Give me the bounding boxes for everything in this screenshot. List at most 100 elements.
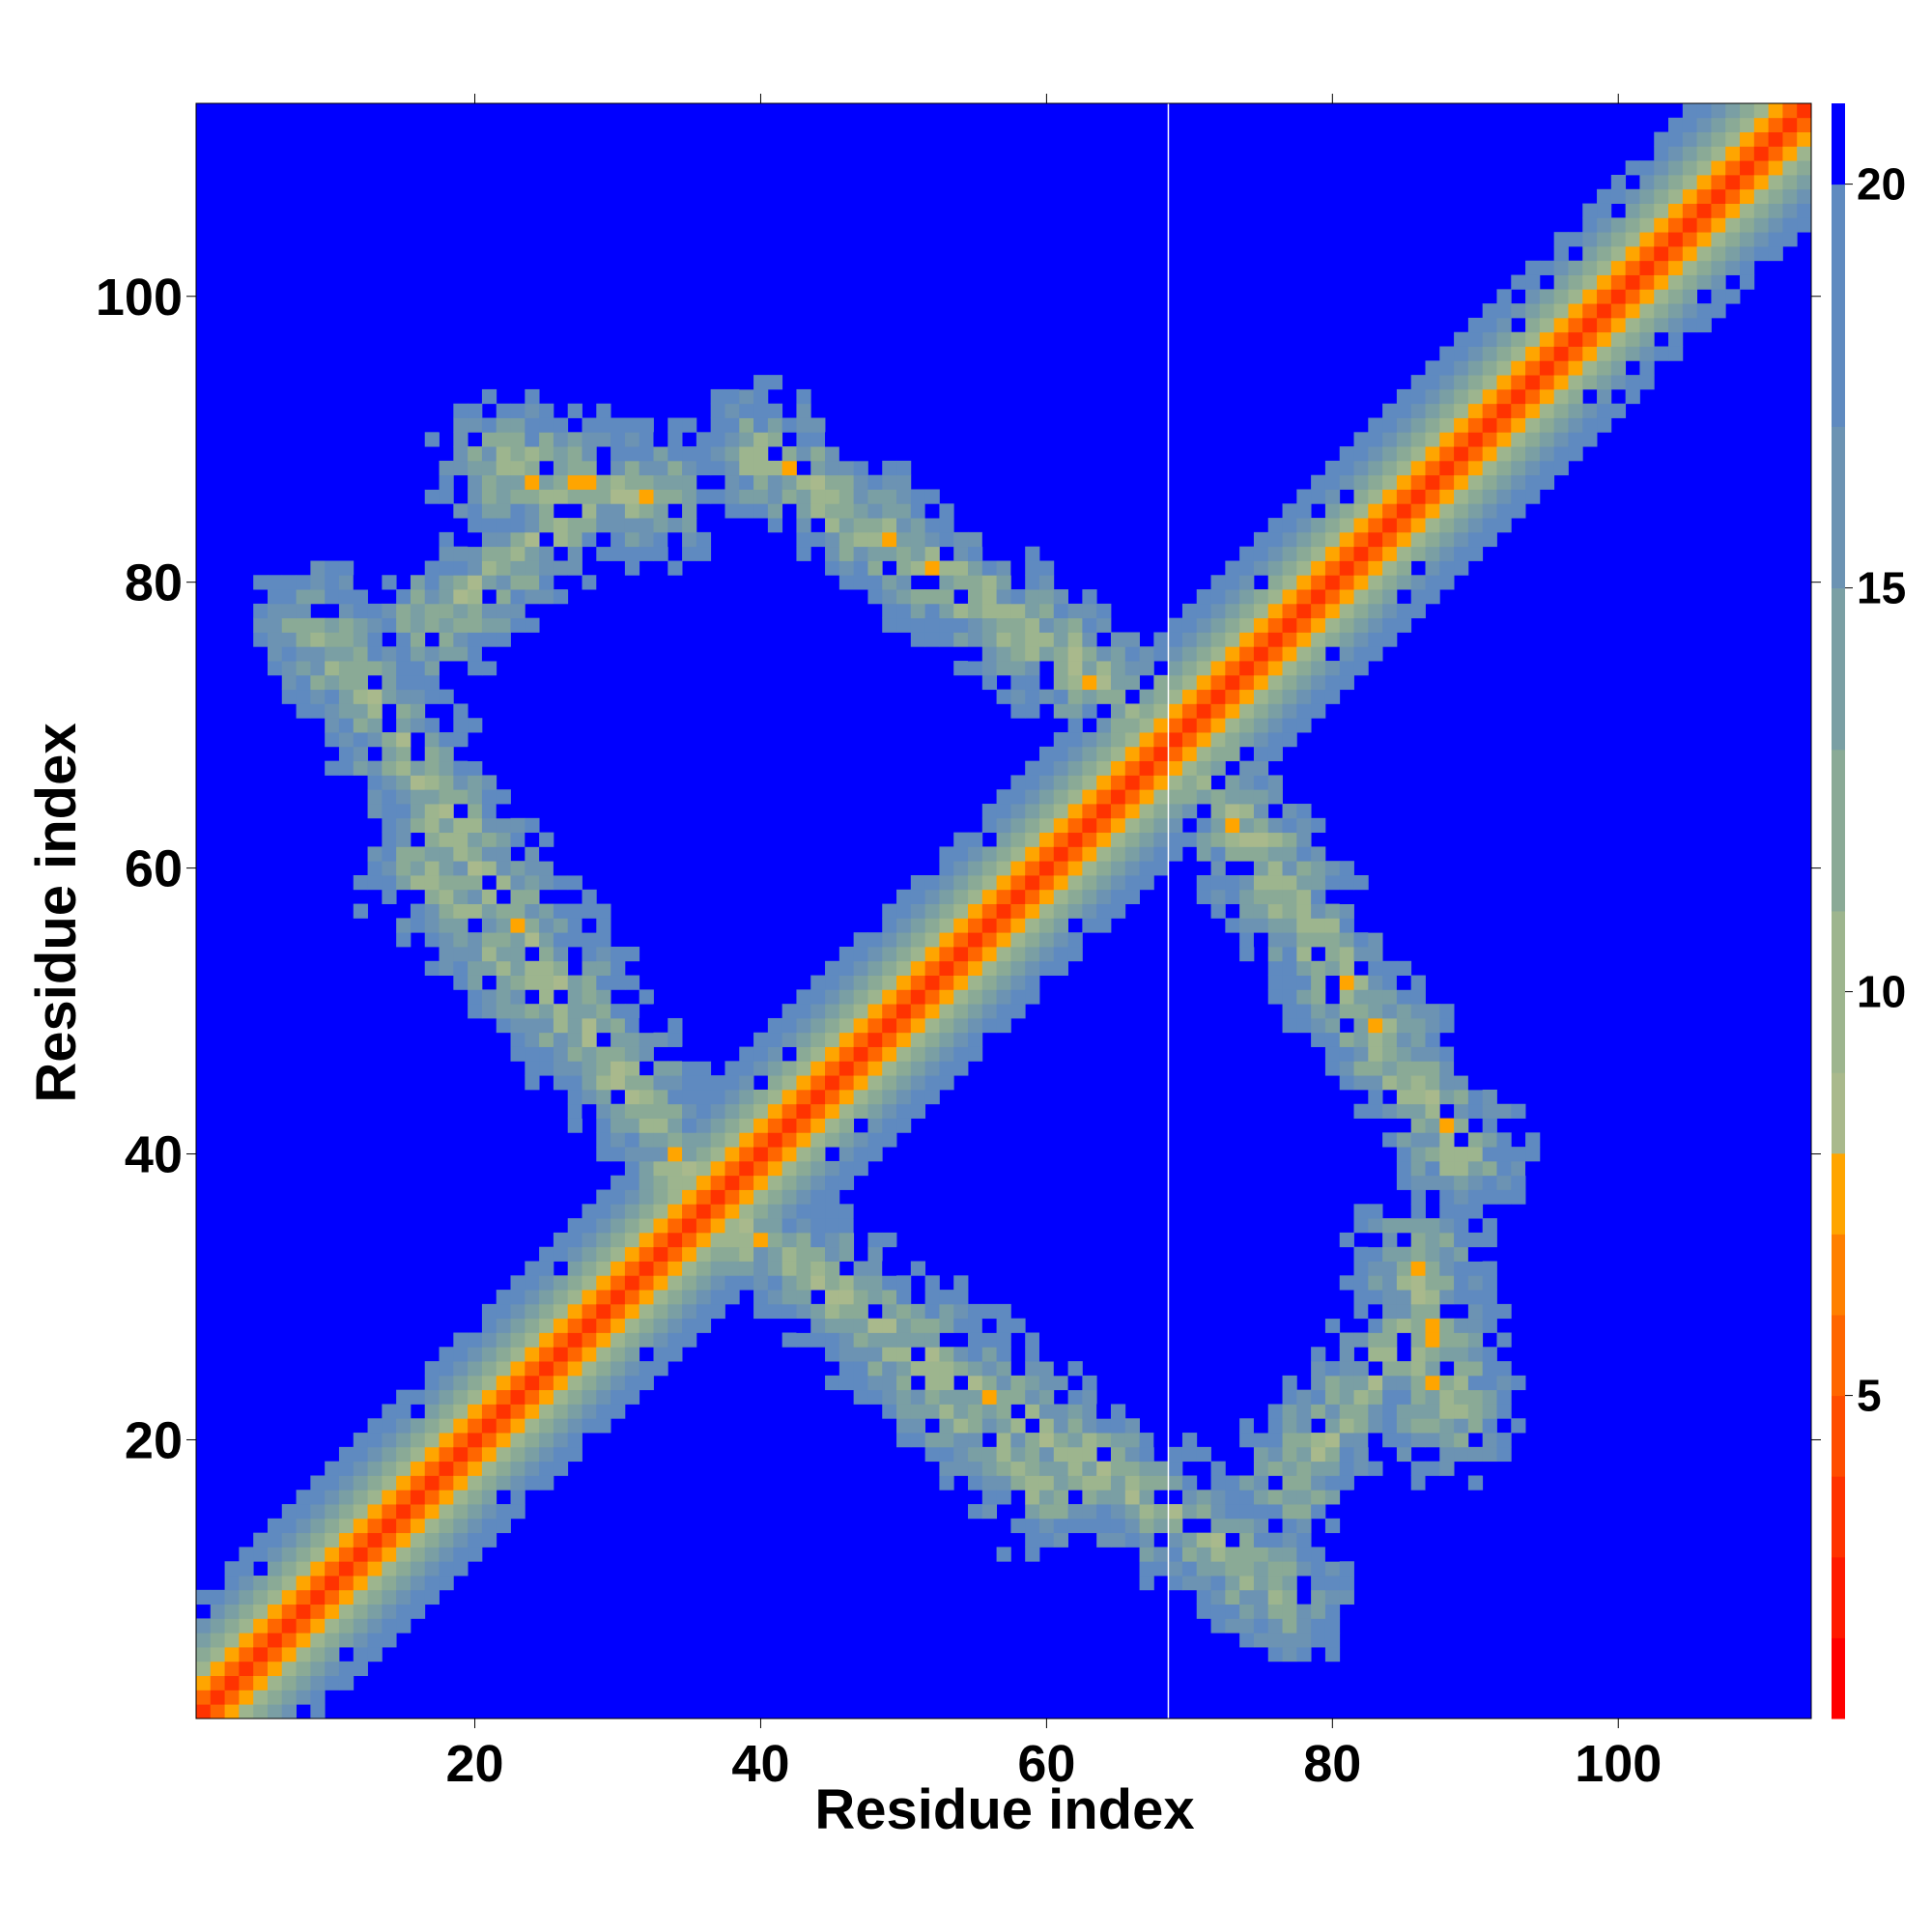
heatmap-cell	[553, 1347, 569, 1362]
heatmap-cell	[1454, 1118, 1469, 1133]
heatmap-cell	[910, 875, 926, 891]
heatmap-cell	[939, 617, 954, 633]
heatmap-cell	[267, 661, 283, 676]
heatmap-cell	[539, 1375, 554, 1391]
heatmap-cell	[838, 1004, 855, 1019]
heatmap-cell	[439, 903, 454, 919]
heatmap-cell	[1639, 274, 1655, 290]
heatmap-cell	[468, 817, 483, 834]
colorbar-segment	[1832, 1234, 1845, 1316]
heatmap-cell	[1597, 375, 1612, 390]
heatmap-cell	[1053, 617, 1068, 633]
heatmap-cell	[882, 903, 897, 919]
heatmap-cell	[1025, 632, 1040, 647]
heatmap-cell	[367, 603, 383, 619]
heatmap-cell	[1539, 446, 1555, 462]
heatmap-cell	[739, 1232, 754, 1248]
heatmap-cell	[1053, 1361, 1068, 1377]
heatmap-cell	[1454, 1290, 1469, 1305]
heatmap-cell	[1210, 703, 1226, 719]
heatmap-cell	[553, 1332, 569, 1348]
heatmap-cell	[1038, 1490, 1055, 1505]
heatmap-cell	[1696, 160, 1712, 176]
heatmap-cell	[1139, 1433, 1154, 1448]
heatmap-cell	[567, 861, 582, 876]
heatmap-cell	[1353, 1461, 1369, 1476]
heatmap-cell	[367, 775, 383, 790]
heatmap-cell	[1296, 861, 1312, 876]
heatmap-cell	[1553, 460, 1569, 476]
heatmap-cell	[939, 889, 954, 905]
heatmap-cell	[1511, 432, 1526, 447]
heatmap-cell	[1467, 446, 1484, 462]
heatmap-cell	[624, 460, 640, 476]
heatmap-cell	[1639, 203, 1655, 218]
heatmap-cell	[367, 1532, 383, 1548]
heatmap-cell	[1482, 1175, 1497, 1190]
heatmap-cell	[453, 1461, 469, 1476]
heatmap-cell	[510, 1303, 526, 1320]
heatmap-cell	[1096, 903, 1112, 919]
heatmap-cell	[468, 518, 483, 533]
heatmap-cell	[1768, 146, 1783, 161]
heatmap-cell	[1153, 760, 1169, 776]
heatmap-cell	[1696, 188, 1712, 204]
heatmap-cell	[553, 1418, 569, 1434]
colorbar-segment	[1832, 749, 1845, 912]
heatmap-cell	[281, 1661, 297, 1677]
heatmap-cell	[396, 832, 412, 847]
heatmap-cell	[1110, 1532, 1126, 1548]
heatmap-cell	[853, 1204, 868, 1219]
heatmap-cell	[567, 1318, 582, 1333]
heatmap-cell	[267, 632, 283, 647]
heatmap-cell	[582, 531, 597, 548]
heatmap-cell	[1396, 1075, 1412, 1091]
heatmap-cell	[1110, 632, 1126, 647]
heatmap-cell	[996, 946, 1011, 962]
heatmap-cell	[1025, 646, 1040, 662]
heatmap-cell	[968, 1046, 983, 1062]
heatmap-cell	[1482, 432, 1497, 447]
heatmap-cell	[1410, 1275, 1426, 1291]
heatmap-cell	[468, 932, 483, 948]
heatmap-cell	[767, 474, 783, 490]
heatmap-cell	[953, 861, 969, 876]
heatmap-cell	[353, 1547, 368, 1562]
heatmap-cell	[1196, 589, 1211, 605]
heatmap-cell	[582, 1418, 597, 1434]
heatmap-cell	[753, 1103, 769, 1119]
heatmap-cell	[496, 918, 511, 933]
heatmap-cell	[611, 1389, 626, 1405]
heatmap-cell	[338, 1504, 355, 1520]
heatmap-cell	[796, 1118, 811, 1133]
heatmap-cell	[1010, 975, 1026, 990]
heatmap-cell	[1396, 1032, 1412, 1047]
heatmap-cell	[596, 575, 611, 590]
heatmap-cell	[939, 989, 954, 1005]
heatmap-cell	[1539, 303, 1555, 319]
colorbar-tick-label: 15	[1857, 563, 1906, 613]
heatmap-cell	[1625, 188, 1640, 204]
heatmap-cell	[924, 603, 940, 619]
heatmap-cell	[1368, 1004, 1383, 1019]
heatmap-cell	[310, 589, 326, 605]
heatmap-cell	[1210, 789, 1226, 805]
heatmap-cell	[968, 617, 983, 633]
heatmap-cell	[1168, 1461, 1183, 1476]
heatmap-cell	[596, 989, 611, 1005]
heatmap-cell	[424, 1561, 440, 1577]
heatmap-cell	[1382, 1347, 1398, 1362]
heatmap-cell	[882, 460, 897, 476]
heatmap-cell	[968, 1404, 983, 1419]
heatmap-cell	[1467, 1446, 1484, 1463]
heatmap-cell	[1368, 560, 1383, 576]
heatmap-cell	[1525, 1160, 1541, 1177]
heatmap-cell	[1525, 403, 1541, 418]
heatmap-cell	[1067, 1375, 1083, 1391]
heatmap-cell	[1296, 846, 1312, 862]
heatmap-cell	[739, 1046, 754, 1062]
heatmap-cell	[767, 460, 783, 476]
heatmap-cell	[396, 1446, 412, 1463]
heatmap-cell	[1425, 1147, 1440, 1162]
heatmap-cell	[439, 1561, 454, 1577]
